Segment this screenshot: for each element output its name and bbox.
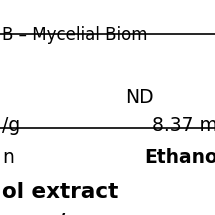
Text: /g: /g xyxy=(2,116,20,135)
Text: B – Mycelial Biom: B – Mycelial Biom xyxy=(2,26,147,44)
Text: n: n xyxy=(2,148,14,167)
Text: 8.37 m: 8.37 m xyxy=(152,116,215,135)
Text: ol extract: ol extract xyxy=(2,182,118,202)
Text: orm /: orm / xyxy=(2,212,65,215)
Text: ND: ND xyxy=(125,88,154,107)
Text: Ethano: Ethano xyxy=(144,148,215,167)
